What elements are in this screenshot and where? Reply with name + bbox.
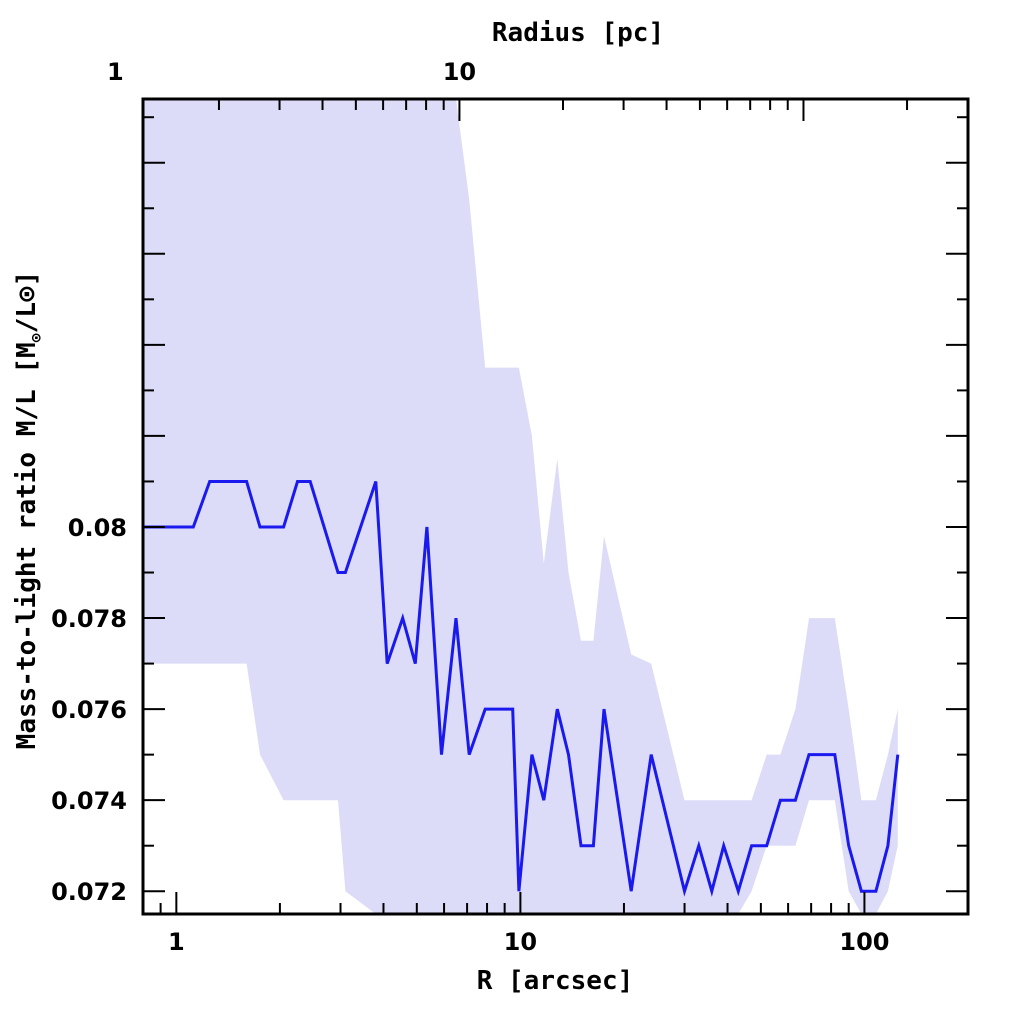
y-axis-title: Mass-to-light ratio M/L [M⊙/L⊙]: [12, 271, 45, 750]
uncertainty-band: [143, 99, 898, 914]
y-tick-label: 0.076: [51, 696, 127, 724]
y-tick-label: 0.08: [68, 514, 127, 542]
y-tick-label: 0.072: [51, 878, 127, 906]
plot-frame: [141, 97, 970, 916]
x-tick-label: 10: [504, 928, 537, 956]
tick-label-layer: 1 10 100 1 10 0.072 0.074 0.076 0.078 0.08: [51, 58, 889, 956]
uncertainty-band-layer: [143, 99, 898, 914]
y-tick-label: 0.074: [51, 787, 127, 815]
top-tick-label: 10: [443, 58, 476, 86]
y-tick-label: 0.078: [51, 605, 127, 633]
y-axis-title-text: Mass-to-light ratio M/L [M: [12, 342, 42, 749]
x-tick-label: 100: [839, 928, 889, 956]
top-tick-label: 1: [107, 58, 124, 86]
mass-to-light-line: [143, 480, 900, 897]
x-axis-title: R [arcsec]: [477, 966, 634, 996]
y-axis-title-tail: /L⊙]: [12, 271, 42, 334]
y-axis-title-sun-subscript: ⊙: [27, 333, 45, 342]
series-line-layer: [143, 480, 900, 897]
top-axis-title: Radius [pc]: [492, 18, 664, 48]
x-tick-label: 1: [168, 928, 185, 956]
